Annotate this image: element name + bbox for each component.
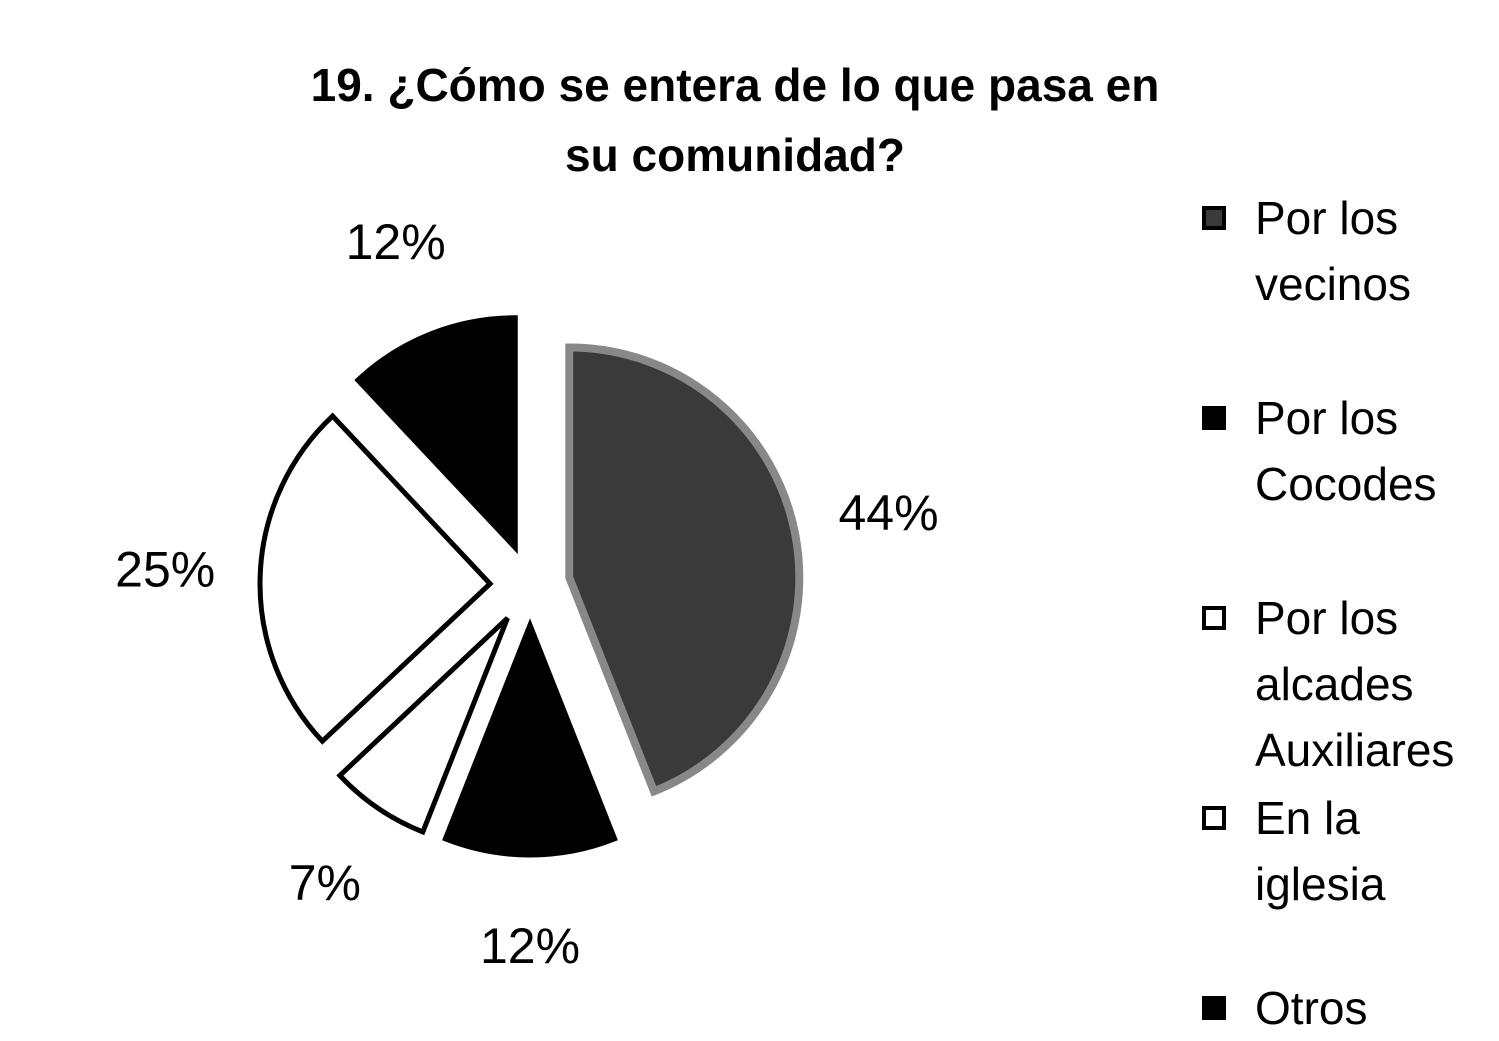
pie-slice (354, 315, 518, 555)
legend-swatch (1202, 806, 1226, 830)
data-label: 7% (289, 855, 361, 911)
data-label: 25% (115, 542, 215, 598)
pie-slice (565, 343, 804, 797)
legend-item: En la iglesia (1200, 785, 1499, 917)
legend-label: Por los vecinos (1255, 192, 1411, 310)
chart-title: 19. ¿Cómo se entera de lo que pasa en su… (310, 59, 1160, 181)
legend-item: Por los alcades Auxiliares (1200, 585, 1499, 783)
legend-swatch (1202, 206, 1226, 230)
legend-item: Otros (1200, 975, 1499, 1041)
legend-label: Otros (1255, 982, 1368, 1034)
legend-swatch (1202, 606, 1226, 630)
legend-item: Por los Cocodes (1200, 385, 1499, 517)
pie-slice (336, 616, 510, 836)
pie-slice (257, 412, 494, 745)
legend-label: En la iglesia (1255, 792, 1386, 910)
data-label: 12% (480, 918, 580, 974)
legend-item: Por los vecinos (1200, 185, 1499, 317)
legend-swatch (1202, 406, 1226, 430)
data-label: 44% (838, 485, 938, 541)
chart: 44% 12% 7% 25% 12% (115, 214, 938, 974)
data-label: 12% (346, 214, 446, 270)
pie-slice (442, 618, 618, 858)
legend-label: Por los Cocodes (1255, 392, 1437, 510)
legend-swatch (1202, 996, 1226, 1020)
legend-label: Por los alcades Auxiliares (1255, 592, 1455, 776)
